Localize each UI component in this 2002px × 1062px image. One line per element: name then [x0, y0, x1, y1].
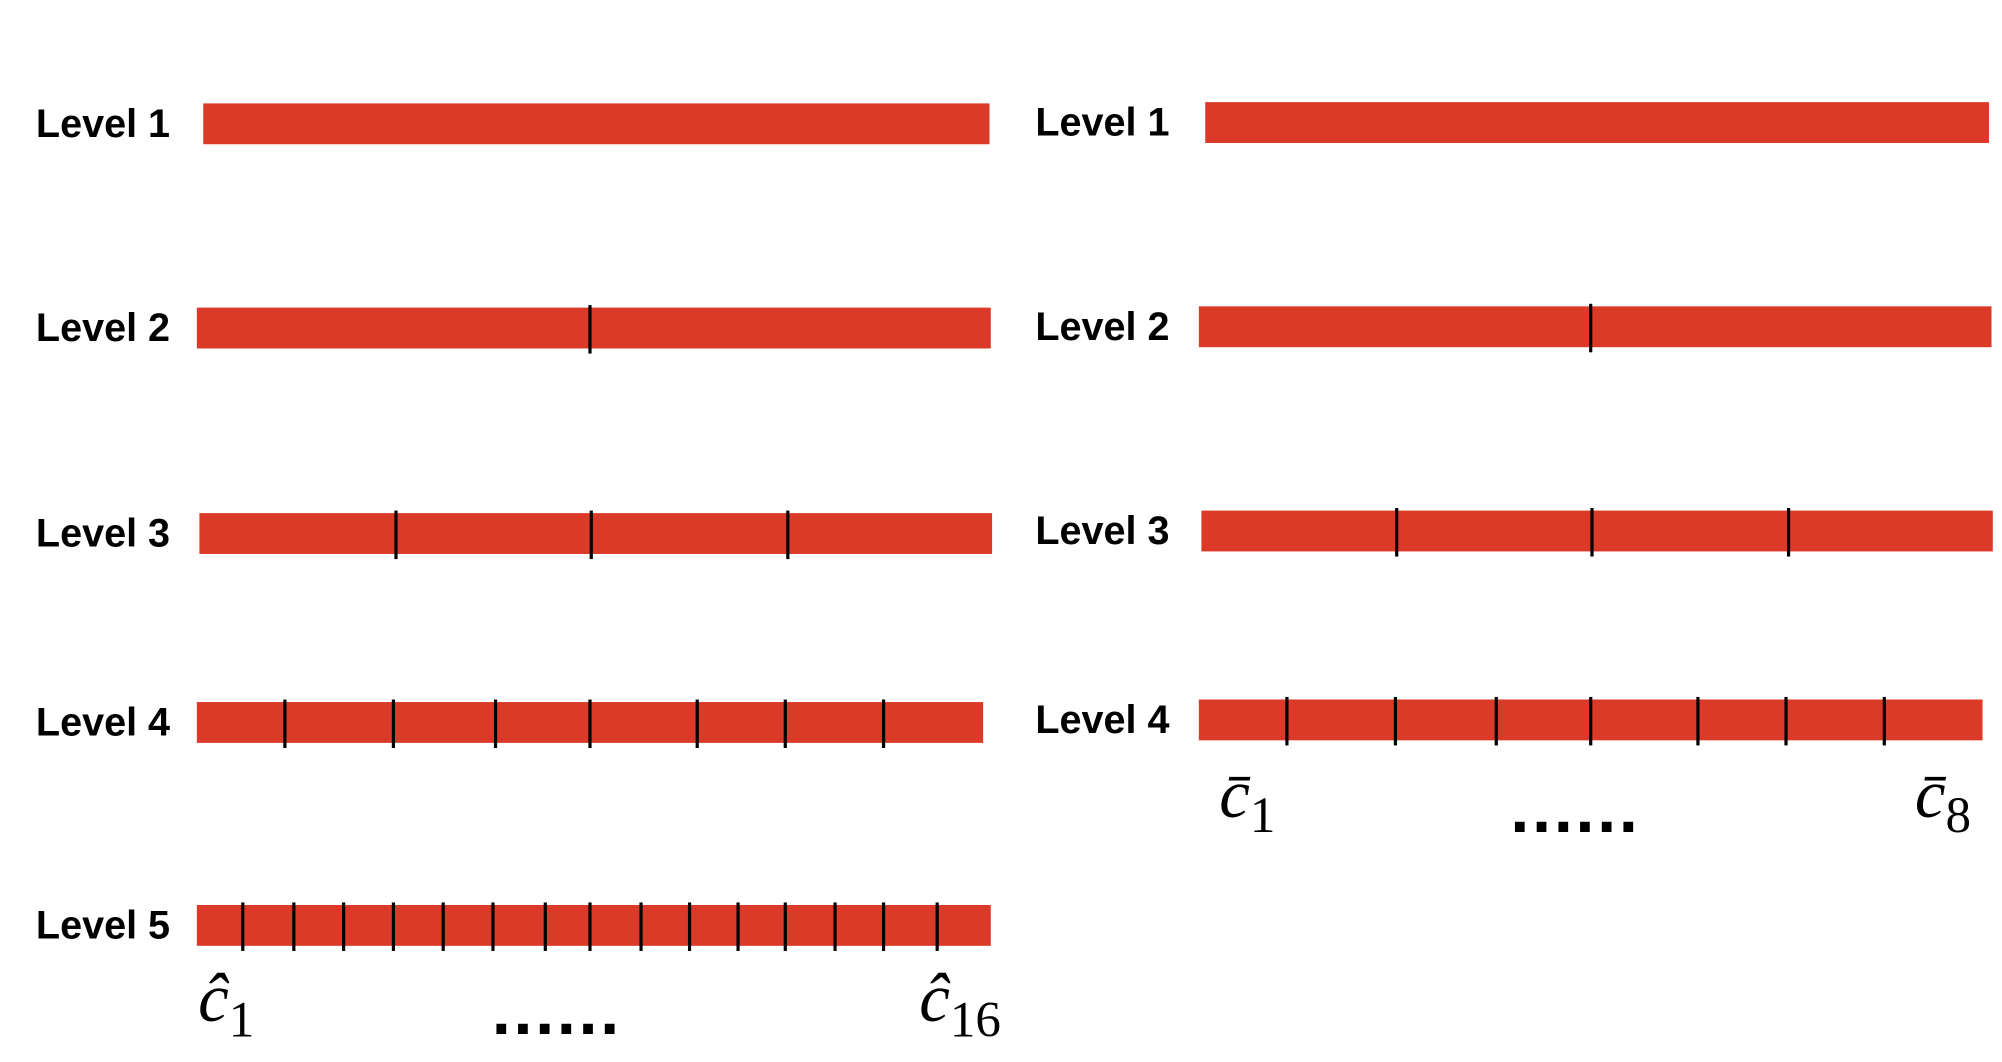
- symbol: ĉ: [919, 960, 951, 1036]
- level-bar: [196, 904, 991, 946]
- level-label: Level 2: [1035, 305, 1169, 349]
- level-bar: [1205, 102, 1989, 143]
- subscript: 8: [1946, 788, 1972, 844]
- last-label: ĉ16: [919, 960, 1001, 1048]
- level-bar: [196, 307, 991, 349]
- level-bar: [1201, 510, 1993, 552]
- level-label: Level 2: [36, 306, 170, 350]
- ellipsis: ......: [1510, 770, 1640, 847]
- subscript: 16: [950, 992, 1001, 1048]
- level-label: Level 5: [36, 903, 170, 947]
- level-label: Level 4: [1035, 698, 1169, 742]
- level-label: Level 4: [36, 700, 170, 744]
- level-label: Level 1: [1035, 101, 1169, 145]
- subscript: 1: [229, 992, 255, 1048]
- level-label: Level 1: [36, 102, 170, 146]
- level-label: Level 3: [36, 512, 170, 556]
- symbol: c̄: [1219, 756, 1250, 832]
- symbol: ĉ: [198, 960, 230, 1036]
- first-label: c̄1: [1219, 756, 1275, 844]
- last-label: c̄8: [1915, 756, 1971, 844]
- level-bar: [203, 103, 990, 145]
- first-label: ĉ1: [198, 960, 254, 1048]
- level-bar: [1198, 306, 1992, 348]
- level-bar: [199, 513, 993, 554]
- subscript: 1: [1250, 788, 1276, 844]
- symbol: c̄: [1915, 756, 1946, 832]
- level-label: Level 3: [1035, 509, 1169, 553]
- ellipsis: ......: [492, 972, 622, 1049]
